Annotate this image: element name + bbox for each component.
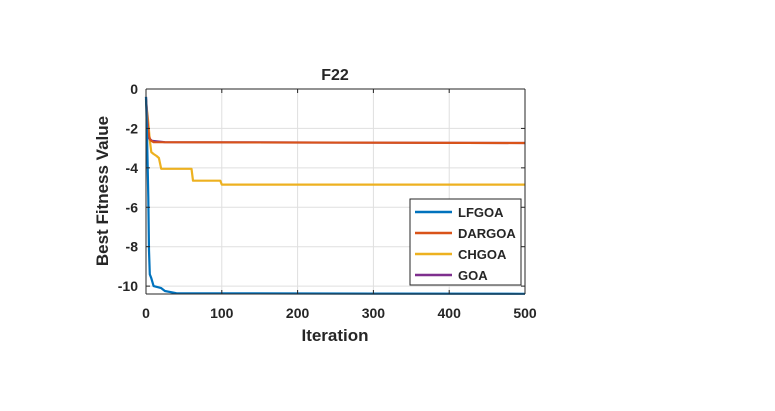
y-axis-title: Best Fitness Value (93, 116, 112, 266)
x-axis-title: Iteration (301, 326, 368, 345)
legend-label-lfgoa: LFGOA (458, 205, 504, 220)
x-tick-labels: 0 100 200 300 400 500 (142, 305, 537, 321)
legend-items: LFGOA DARGOA CHGOA GOA (415, 205, 516, 283)
series-lines (144, 96, 526, 295)
legend-label-goa: GOA (458, 268, 488, 283)
x-tick-label: 100 (210, 305, 234, 321)
x-tick-label: 500 (513, 305, 537, 321)
axes (145, 88, 526, 295)
y-tick-label: -4 (126, 160, 139, 176)
series-line-lfgoa (144, 96, 526, 295)
y-tick-label: -8 (126, 239, 139, 255)
chart-title: F22 (321, 67, 349, 84)
y-tick-labels: 0 -2 -4 -6 -8 -10 (118, 81, 138, 294)
x-tick-label: 0 (142, 305, 150, 321)
y-tick-label: -10 (118, 278, 138, 294)
legend-label-chgoa: CHGOA (458, 247, 507, 262)
y-tick-label: -6 (126, 199, 139, 215)
tick-marks (145, 88, 526, 294)
legend-box (409, 198, 522, 286)
legend-label-dargoa: DARGOA (458, 226, 516, 241)
x-tick-label: 400 (438, 305, 462, 321)
y-tick-label: 0 (130, 81, 138, 97)
x-tick-label: 200 (286, 305, 310, 321)
legend: LFGOA DARGOA CHGOA GOA (409, 198, 522, 286)
y-tick-label: -2 (126, 120, 139, 136)
x-tick-label: 300 (362, 305, 386, 321)
